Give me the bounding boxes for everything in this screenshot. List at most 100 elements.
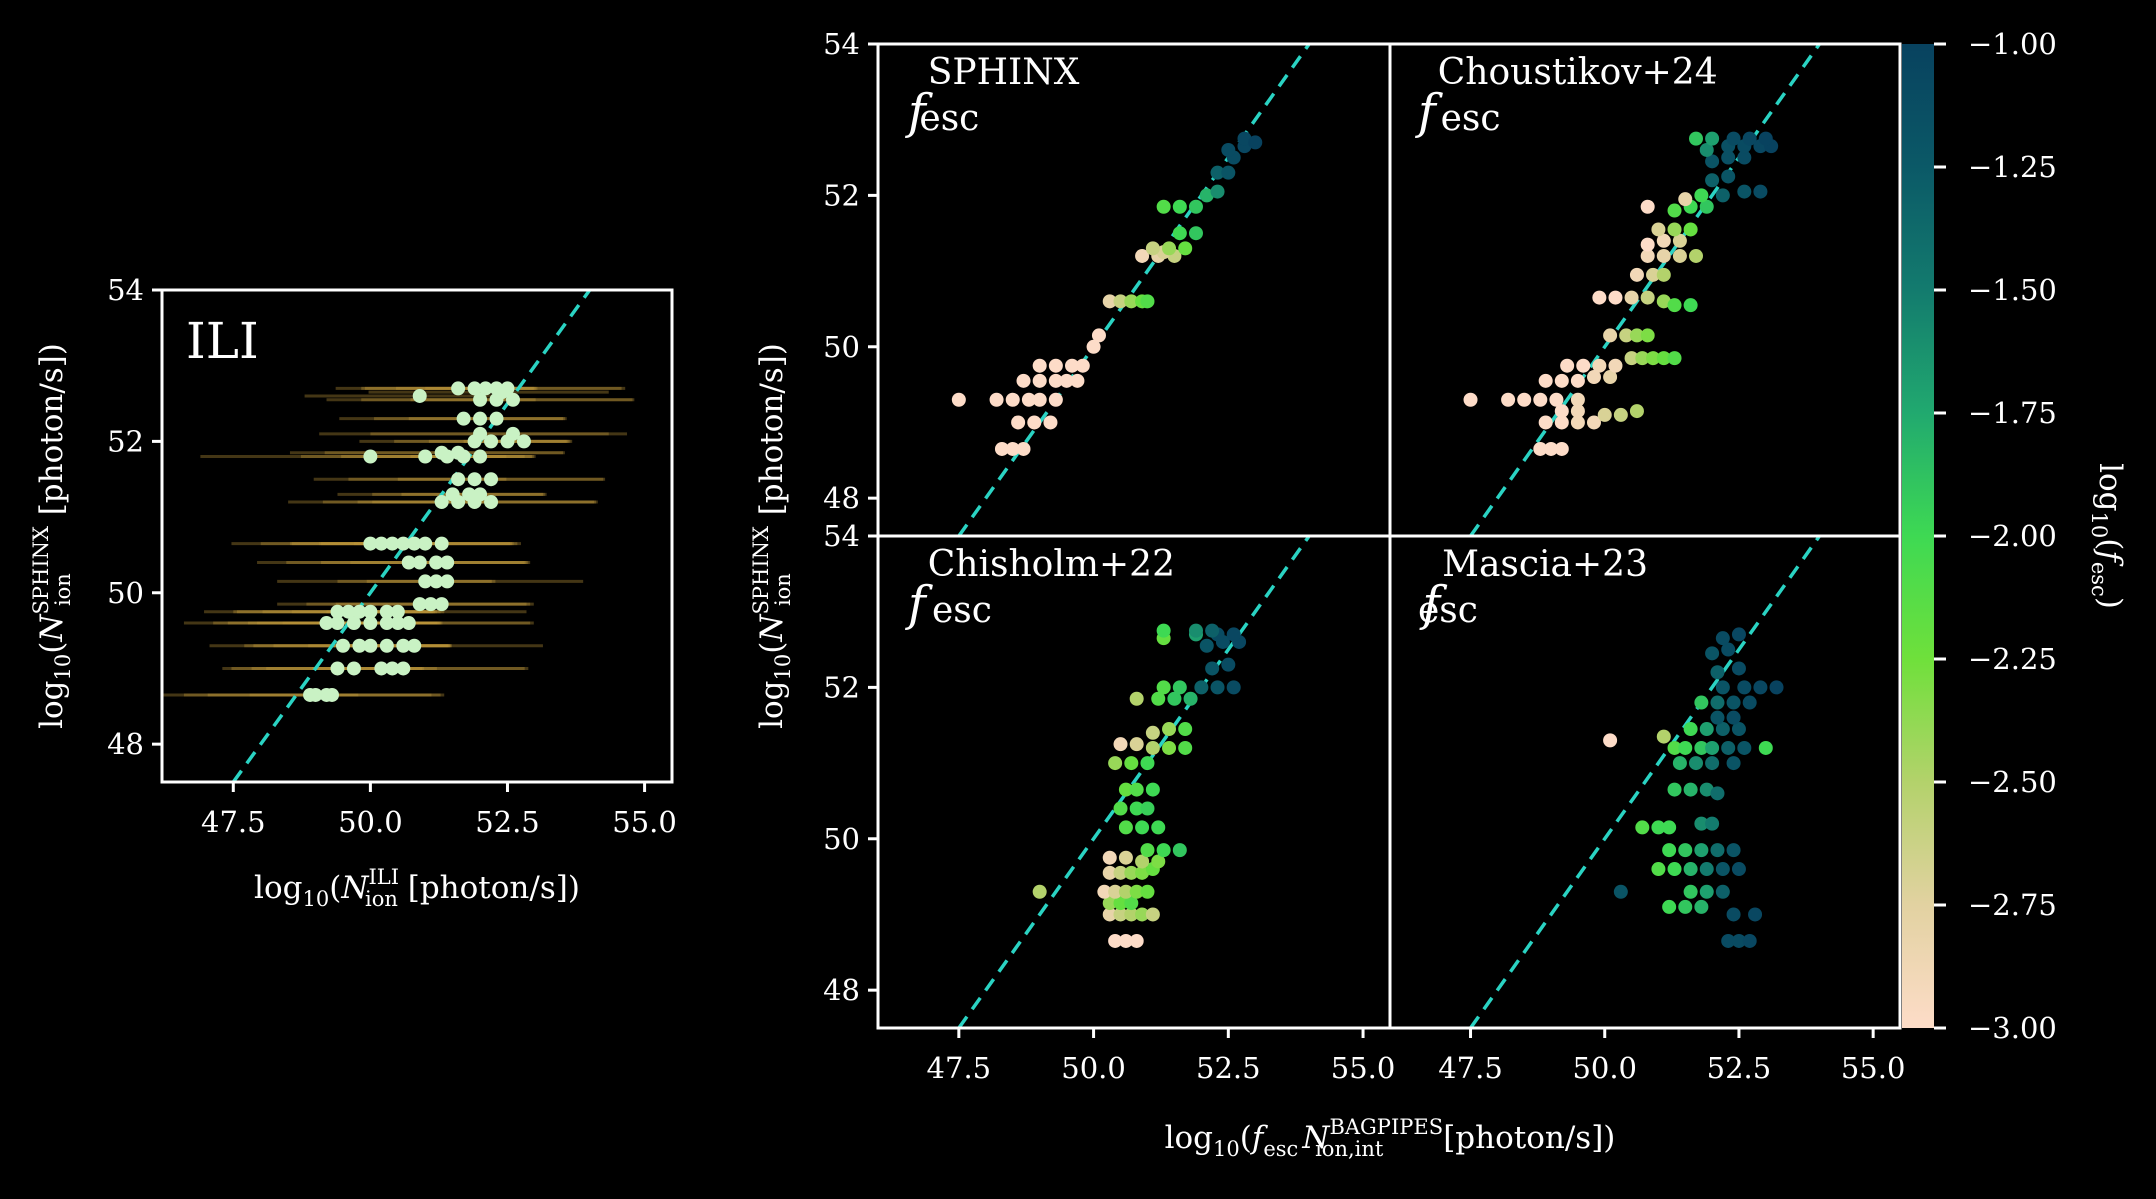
colorbar-tick-label: −1.25	[1968, 150, 2057, 184]
sphinx-point	[1043, 415, 1058, 430]
chisholm-point	[1172, 680, 1187, 695]
ili-point	[390, 616, 405, 631]
choustikov-point	[1554, 441, 1569, 456]
choustikov-point	[1715, 188, 1730, 203]
ili-point	[341, 604, 356, 619]
choustikov-point	[1683, 222, 1698, 237]
chisholm-point	[1129, 737, 1144, 752]
choustikov-point	[1742, 131, 1757, 146]
mascia-point	[1710, 786, 1725, 801]
chisholm-point	[1145, 725, 1160, 740]
ili-x-tick-label: 52.5	[475, 805, 540, 839]
ili-point	[423, 597, 438, 612]
mascia-point	[1705, 646, 1720, 661]
ili-point	[505, 392, 520, 407]
sphinx-point	[1210, 165, 1225, 180]
chisholm-y-tick-label: 54	[823, 519, 860, 553]
mascia-point	[1694, 695, 1709, 710]
sphinx-point	[1188, 226, 1203, 241]
chisholm-point	[1129, 691, 1144, 706]
ili-point	[473, 487, 488, 502]
choustikov-point	[1608, 358, 1623, 373]
ili-point	[385, 661, 400, 676]
chisholm-point	[1178, 722, 1193, 737]
sphinx-point	[1016, 441, 1031, 456]
ili-point	[396, 661, 411, 676]
ili-point	[489, 381, 504, 396]
ili-point	[429, 555, 444, 570]
mascia-point	[1683, 884, 1698, 899]
colorbar-tick-label: −2.25	[1968, 642, 2057, 676]
colorbar-label: log10(fesc)	[2087, 463, 2128, 609]
chisholm-point	[1097, 884, 1112, 899]
chisholm-plot-area	[957, 536, 1311, 1028]
choustikov-point	[1624, 351, 1639, 366]
mascia-panel-label: fMascia+23 esc	[1418, 544, 1648, 632]
chisholm-point	[1156, 680, 1171, 695]
ili-point	[363, 616, 378, 631]
ili-point	[379, 616, 394, 631]
chisholm-point	[1124, 865, 1139, 880]
chisholm-panel-label: fChisholm+22 esc	[905, 544, 1175, 632]
chisholm-point	[1140, 801, 1155, 816]
sphinx-point	[1032, 392, 1047, 407]
chisholm-point	[1102, 907, 1117, 922]
sphinx-y-tick-label: 48	[823, 481, 860, 515]
choustikov-point	[1656, 248, 1671, 263]
choustikov-point	[1554, 415, 1569, 430]
sphinx-point	[1172, 226, 1187, 241]
choustikov-point	[1640, 328, 1655, 343]
ili-point	[451, 445, 466, 460]
ili-point	[429, 574, 444, 589]
mascia-point	[1710, 695, 1725, 710]
sphinx-point	[1102, 294, 1117, 309]
mascia-point	[1678, 899, 1693, 914]
choustikov-point	[1726, 131, 1741, 146]
mascia-point	[1635, 820, 1650, 835]
chisholm-point	[1167, 691, 1182, 706]
mascia-point	[1699, 782, 1714, 797]
choustikov-point	[1667, 203, 1682, 218]
sphinx-point	[1065, 358, 1080, 373]
ili-point	[407, 536, 422, 551]
choustikov-point	[1608, 290, 1623, 305]
colorbar-tick-label: −2.75	[1968, 888, 2057, 922]
ili-point	[412, 555, 427, 570]
colorbar-tick-label: −1.50	[1968, 273, 2057, 307]
ili-point	[374, 661, 389, 676]
chisholm-one-to-one-line	[957, 536, 1311, 1028]
mascia-point	[1699, 862, 1714, 877]
mascia-point	[1758, 740, 1773, 755]
chisholm-point	[1108, 756, 1123, 771]
ili-point	[418, 574, 433, 589]
choustikov-point	[1554, 404, 1569, 419]
chisholm-point	[1118, 884, 1133, 899]
chisholm-x-tick-label: 55.0	[1331, 1051, 1396, 1085]
ili-point	[440, 555, 455, 570]
mascia-point	[1715, 722, 1730, 737]
sphinx-point	[1162, 241, 1177, 256]
chisholm-x-tick-label: 52.5	[1196, 1051, 1261, 1085]
mascia-point	[1651, 862, 1666, 877]
ili-point	[445, 487, 460, 502]
mascia-point	[1689, 756, 1703, 771]
mascia-point	[1656, 729, 1671, 744]
chisholm-point	[1156, 623, 1171, 638]
chisholm-point	[1102, 896, 1117, 911]
chisholm-point	[1221, 657, 1236, 672]
ili-point	[401, 555, 416, 570]
mascia-point	[1710, 710, 1725, 725]
mascia-point	[1678, 740, 1693, 755]
choustikov-point	[1651, 222, 1666, 237]
ili-point	[325, 687, 339, 702]
sphinx-point	[1086, 339, 1101, 354]
chisholm-point	[1113, 801, 1128, 816]
ili-point	[434, 494, 449, 509]
chisholm-point	[1118, 933, 1133, 948]
chisholm-point	[1124, 896, 1139, 911]
choustikov-point	[1603, 328, 1618, 343]
choustikov-point	[1737, 184, 1752, 199]
mascia-point	[1694, 816, 1709, 831]
